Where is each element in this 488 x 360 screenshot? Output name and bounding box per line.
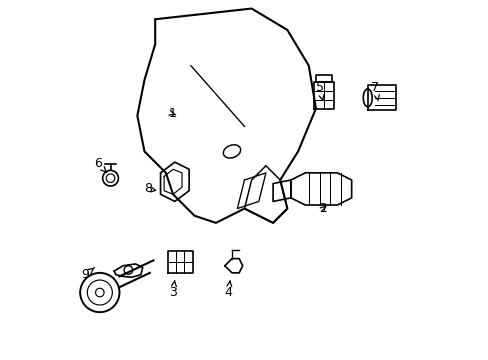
Text: 3: 3 (169, 280, 177, 299)
Text: 5: 5 (315, 81, 324, 100)
Text: 6: 6 (94, 157, 106, 172)
Text: 8: 8 (144, 183, 155, 195)
Text: 7: 7 (370, 81, 379, 100)
Text: 9: 9 (81, 267, 94, 281)
Text: 2: 2 (319, 202, 326, 215)
Text: 1: 1 (168, 107, 177, 120)
Text: 4: 4 (224, 280, 232, 299)
